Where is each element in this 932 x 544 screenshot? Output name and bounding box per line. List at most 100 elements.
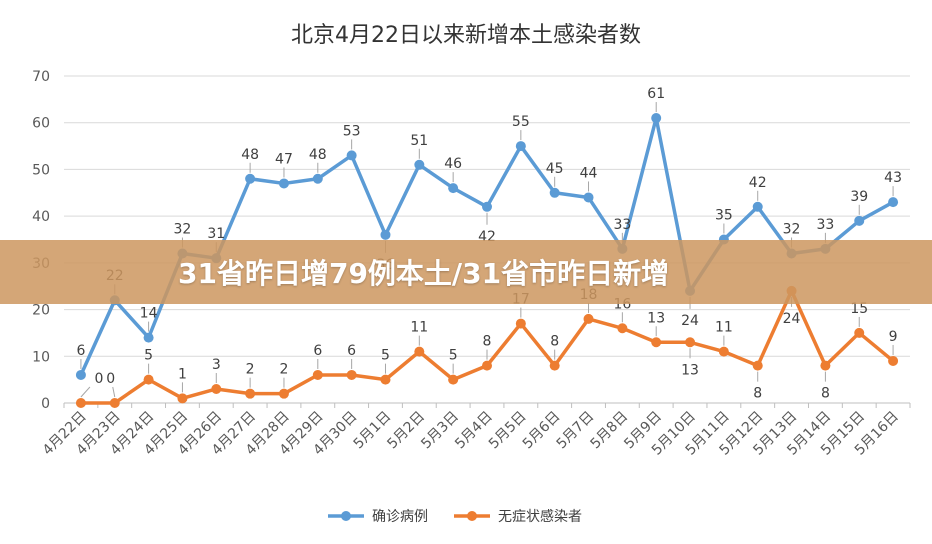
data-point [312,173,323,184]
data-label: 8 [753,386,762,402]
data-point [278,178,289,189]
data-label: 44 [580,165,598,181]
data-label: 24 [681,313,699,329]
data-point [245,388,256,399]
data-label: 3 [212,357,221,373]
legend-label: 确诊病例 [372,509,428,525]
data-label: 8 [550,334,559,350]
data-point [515,141,526,152]
data-label: 6 [347,343,356,359]
data-label: 15 [850,301,868,317]
data-point [583,192,594,203]
data-label: 5 [144,348,153,364]
data-label: 5 [381,348,390,364]
data-label: 31 [207,226,225,242]
data-point [752,201,763,212]
data-label: 13 [681,362,699,378]
data-label: 5 [449,348,458,364]
data-point [278,388,289,399]
data-point [482,201,492,212]
data-label: 33 [613,217,631,233]
x-tick-label: 5月8日 [587,409,631,453]
y-tick-label: 50 [32,162,50,178]
data-point [482,360,492,371]
data-label: 8 [483,334,492,350]
data-point [211,383,222,394]
data-point [888,355,899,366]
data-label: 39 [850,189,868,205]
data-label: 32 [783,222,801,238]
x-tick-label: 5月7日 [554,409,598,453]
data-label: 9 [889,329,898,345]
data-point [177,393,188,404]
data-label: 13 [647,310,665,326]
data-point [854,327,865,338]
data-point [752,360,763,371]
data-point [143,374,154,385]
data-label: 53 [343,123,361,139]
data-point [414,346,425,357]
data-point [346,150,357,161]
data-label: 14 [140,306,158,322]
data-point [380,229,391,240]
data-label: 8 [821,386,830,402]
data-label: 11 [410,320,428,336]
y-tick-label: 70 [32,69,50,85]
data-point [448,183,459,194]
data-label: 6 [76,343,85,359]
data-point [245,173,256,184]
data-label: 55 [512,114,530,130]
data-label: 46 [444,156,462,172]
x-tick-label: 5月2日 [384,409,428,453]
data-label: 0 [106,371,115,387]
data-label: 42 [749,175,767,191]
y-tick-label: 20 [32,303,50,319]
data-point [854,215,865,226]
label-leader [80,386,91,398]
data-point [685,337,696,348]
data-point [549,360,560,371]
y-tick-label: 40 [32,209,50,225]
data-label: 33 [816,217,834,233]
data-label: 1 [178,366,187,382]
data-point [312,369,323,380]
data-label: 51 [410,133,428,149]
data-label: 11 [715,320,733,336]
data-label: 2 [246,362,255,378]
headline-banner: 31省昨日增79例本土/31省市昨日新增 [0,240,932,304]
data-point [651,113,662,124]
data-point [346,369,357,380]
data-point [109,398,120,408]
y-tick-label: 0 [41,396,50,412]
data-label: 45 [546,161,564,177]
x-tick-label: 5月4日 [452,409,496,453]
x-tick-label: 5月1日 [351,409,395,453]
data-point [651,337,662,348]
data-point [75,398,86,408]
legend-label: 无症状感染者 [498,508,582,525]
data-label: 48 [241,147,259,163]
data-point [448,374,459,385]
data-label: 32 [174,222,192,238]
data-label: 48 [309,147,327,163]
data-label: 61 [647,86,665,102]
legend-marker [467,511,477,521]
data-point [380,374,391,385]
data-point [888,197,899,208]
chart-title: 北京4月22日以来新增本土感染者数 [291,23,641,48]
data-label: 47 [275,151,293,167]
x-tick-label: 5月5日 [486,409,530,453]
data-point [820,360,831,371]
y-tick-label: 60 [32,116,50,132]
data-point [414,159,425,170]
data-point [617,323,628,334]
x-tick-label: 5月3日 [418,409,462,453]
data-point [718,346,729,357]
data-label: 0 [94,371,103,387]
data-point [75,369,86,380]
x-tick-label: 5月6日 [520,409,564,453]
legend-marker [341,511,351,521]
y-tick-label: 10 [32,349,50,365]
